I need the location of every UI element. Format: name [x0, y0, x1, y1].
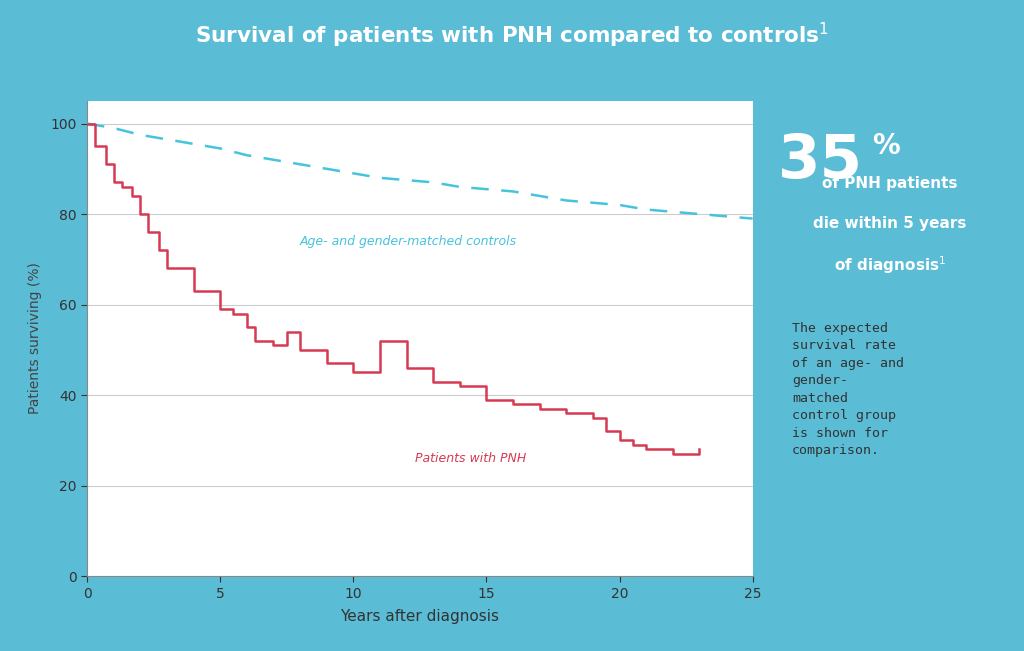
Text: Age- and gender-matched controls: Age- and gender-matched controls	[300, 235, 517, 248]
Text: of PNH patients: of PNH patients	[822, 176, 957, 191]
Text: The expected
survival rate
of an age- and
gender-
matched
control group
is shown: The expected survival rate of an age- an…	[793, 322, 904, 458]
Y-axis label: Patients surviving (%): Patients surviving (%)	[28, 262, 42, 415]
Text: of diagnosis$^{1}$: of diagnosis$^{1}$	[834, 255, 946, 276]
Text: Patients with PNH: Patients with PNH	[415, 452, 526, 465]
Text: %: %	[871, 132, 899, 160]
Text: Survival of patients with PNH compared to controls$^{1}$: Survival of patients with PNH compared t…	[195, 21, 829, 50]
Text: die within 5 years: die within 5 years	[813, 216, 967, 231]
X-axis label: Years after diagnosis: Years after diagnosis	[340, 609, 500, 624]
Text: 35: 35	[777, 132, 862, 191]
